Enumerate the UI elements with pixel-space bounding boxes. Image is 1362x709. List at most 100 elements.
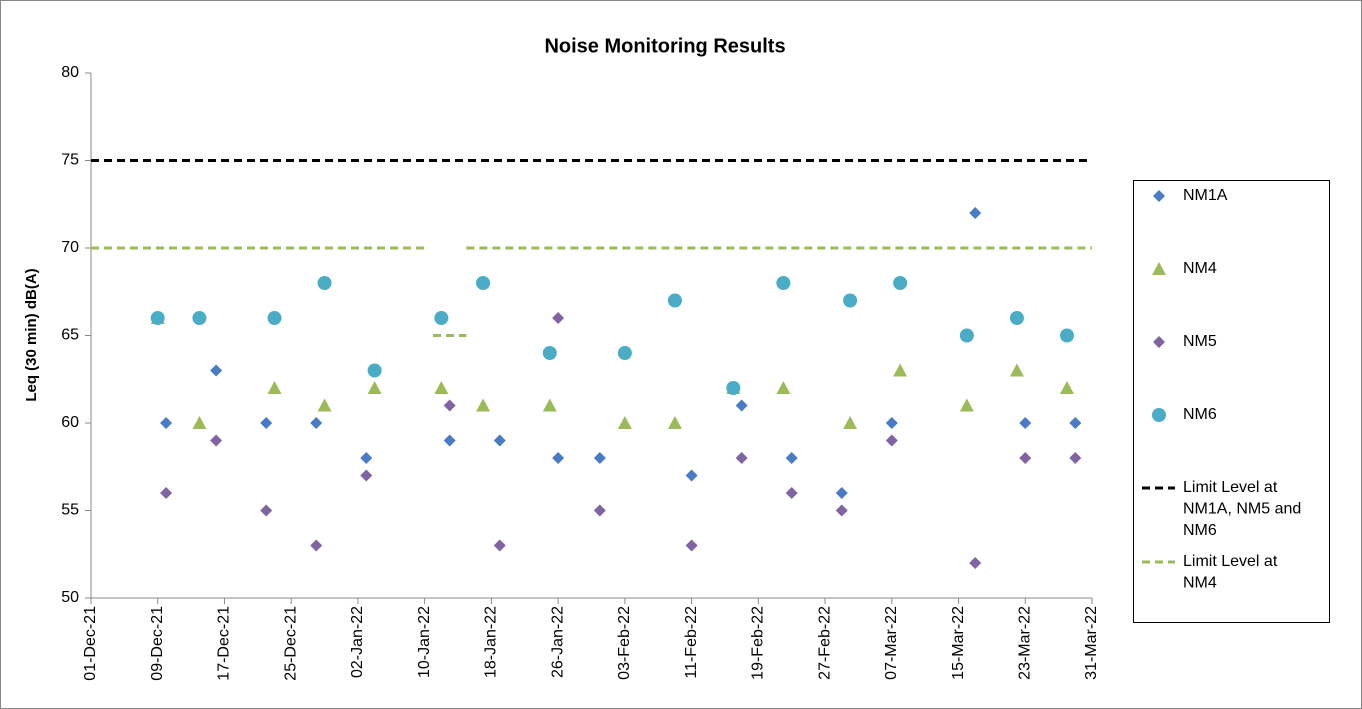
x-tick-label: 11-Feb-22 xyxy=(683,606,700,679)
point xyxy=(726,381,741,395)
point xyxy=(317,398,332,412)
x-tick-label: 23-Mar-22 xyxy=(1016,606,1033,680)
x-tick-label: 01-Dec-21 xyxy=(82,606,99,681)
legend-swatch xyxy=(1152,408,1166,422)
legend-label: NM6 xyxy=(1183,406,1217,423)
point xyxy=(493,434,506,447)
legend-swatch xyxy=(1152,262,1166,275)
x-tick-label: 17-Dec-21 xyxy=(216,606,233,681)
point xyxy=(434,381,449,394)
point xyxy=(267,311,282,325)
point xyxy=(476,398,491,412)
y-tick-label: 60 xyxy=(61,414,79,431)
legend-box xyxy=(1133,180,1330,623)
legend-label: NM4 xyxy=(1183,260,1217,277)
point xyxy=(843,293,858,308)
point xyxy=(969,207,982,219)
point xyxy=(969,557,982,569)
y-tick-label: 80 xyxy=(61,64,79,81)
chart-title: Noise Monitoring Results xyxy=(544,35,785,57)
x-tick-label: 03-Feb-22 xyxy=(616,606,633,680)
point xyxy=(542,398,557,412)
point xyxy=(617,416,632,429)
point xyxy=(593,504,606,517)
point xyxy=(317,276,332,290)
point xyxy=(360,469,373,482)
x-tick-label: 02-Jan-22 xyxy=(349,606,366,678)
x-tick-label: 15-Mar-22 xyxy=(950,606,967,680)
point xyxy=(776,381,791,394)
point xyxy=(667,416,682,429)
point xyxy=(1019,452,1032,464)
point xyxy=(1059,381,1074,394)
point xyxy=(1059,328,1074,343)
x-tick-label: 31-Mar-22 xyxy=(1083,606,1100,680)
point xyxy=(843,416,858,429)
point xyxy=(893,276,908,290)
x-tick-label: 07-Mar-22 xyxy=(883,606,900,680)
point xyxy=(150,311,165,325)
y-tick-label: 50 xyxy=(61,589,79,606)
x-tick-label: 25-Dec-21 xyxy=(282,606,299,681)
point xyxy=(160,487,173,499)
point xyxy=(1009,363,1024,377)
legend-label: NM1A xyxy=(1183,187,1228,204)
point xyxy=(443,399,456,412)
x-tick-label: 27-Feb-22 xyxy=(816,606,833,680)
legend-swatch xyxy=(1153,190,1165,202)
point xyxy=(367,381,382,394)
y-axis-title: Leq (30 min) dB(A) xyxy=(23,268,40,401)
point xyxy=(192,416,207,429)
x-tick-label: 19-Feb-22 xyxy=(750,606,767,680)
point xyxy=(593,452,606,464)
point xyxy=(1069,452,1082,464)
point xyxy=(552,312,565,324)
point xyxy=(1069,417,1082,429)
point xyxy=(476,276,491,290)
point xyxy=(685,539,698,552)
point xyxy=(260,417,273,429)
point xyxy=(1009,311,1024,325)
x-tick-label: 09-Dec-21 xyxy=(149,606,166,681)
point xyxy=(735,452,748,464)
y-tick-label: 70 xyxy=(61,239,79,256)
y-tick-label: 65 xyxy=(61,327,79,344)
point xyxy=(367,363,382,378)
point xyxy=(443,434,456,447)
point xyxy=(667,293,682,308)
point xyxy=(885,417,898,429)
x-tick-label: 18-Jan-22 xyxy=(483,606,500,678)
point xyxy=(310,417,323,429)
point xyxy=(1019,417,1032,429)
point xyxy=(785,487,798,499)
legend-label: NM5 xyxy=(1183,333,1217,350)
point xyxy=(493,539,506,552)
legend-swatch xyxy=(1153,336,1165,348)
point xyxy=(360,452,373,464)
point xyxy=(310,539,323,552)
point xyxy=(885,434,898,447)
point xyxy=(210,364,223,377)
point xyxy=(192,311,207,325)
x-tick-label: 10-Jan-22 xyxy=(416,606,433,678)
point xyxy=(160,417,173,429)
point xyxy=(835,487,848,499)
point xyxy=(785,452,798,464)
point xyxy=(552,452,565,464)
point xyxy=(542,346,557,360)
point xyxy=(260,504,273,517)
point xyxy=(735,399,748,412)
point xyxy=(776,276,791,290)
point xyxy=(210,434,223,447)
point xyxy=(267,381,282,394)
point xyxy=(434,311,449,325)
y-tick-label: 55 xyxy=(61,502,79,519)
y-tick-label: 75 xyxy=(61,152,79,169)
x-tick-label: 26-Jan-22 xyxy=(549,606,566,678)
legend-label: Limit Level at NM4 xyxy=(1183,553,1282,592)
legend-label: Limit Level at NM1A, NM5 and NM6 xyxy=(1183,479,1306,539)
point xyxy=(685,469,698,482)
point xyxy=(835,504,848,517)
point xyxy=(959,398,974,412)
